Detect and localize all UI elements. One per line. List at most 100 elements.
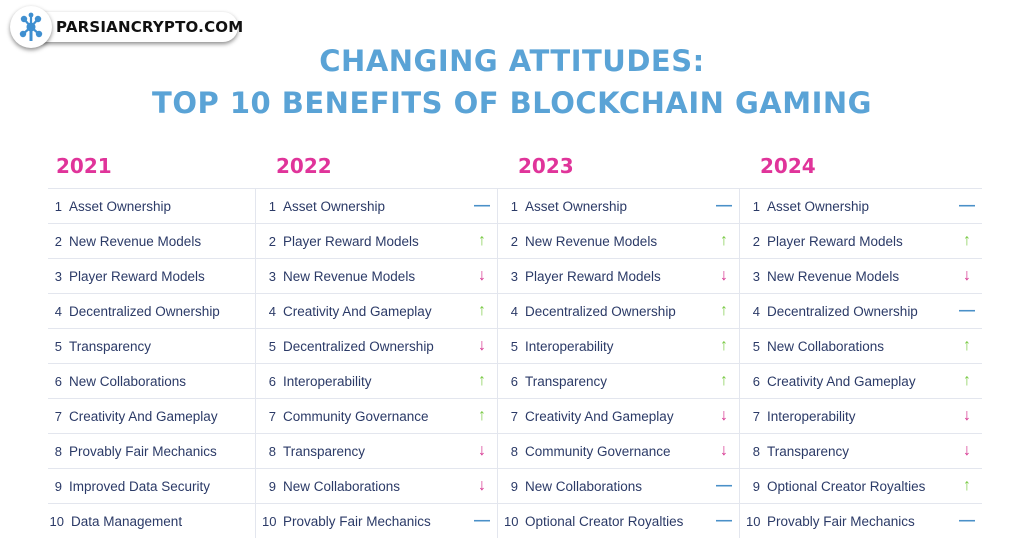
- benefit-label: Player Reward Models: [767, 233, 903, 249]
- ranking-row: 9 Improved Data Security: [48, 468, 255, 503]
- ranking-row: 4 Creativity And Gameplay ↑: [256, 293, 497, 328]
- ranking-row: 4 Decentralized Ownership ↑: [498, 293, 739, 328]
- ranking-row: 2 Player Reward Models ↑: [740, 223, 982, 258]
- benefit-label: Creativity And Gameplay: [283, 303, 432, 319]
- benefit-label: Transparency: [69, 338, 152, 354]
- benefit-label: New Revenue Models: [283, 268, 416, 284]
- rank-number: 1: [752, 198, 760, 214]
- ranking-row: 5 Decentralized Ownership ↓: [256, 328, 497, 363]
- dash-icon: —: [474, 512, 490, 529]
- rank-number: 4: [54, 303, 62, 319]
- benefit-label: Provably Fair Mechanics: [767, 513, 915, 529]
- ranking-row: 4 Decentralized Ownership: [48, 293, 255, 328]
- benefit-label: Community Governance: [525, 443, 671, 459]
- benefit-label: Decentralized Ownership: [767, 303, 918, 319]
- benefit-label: Transparency: [767, 443, 850, 459]
- ranking-row: 5 New Collaborations ↑: [740, 328, 982, 363]
- ranking-row: 1 Asset Ownership —: [256, 188, 497, 223]
- rank-number: 10: [504, 513, 519, 529]
- ranking-row: 6 Interoperability ↑: [256, 363, 497, 398]
- rank-number: 6: [752, 373, 760, 389]
- rank-number: 5: [510, 338, 518, 354]
- benefit-label: Asset Ownership: [767, 198, 870, 214]
- arrow-up-icon: ↑: [478, 232, 486, 249]
- ranking-row: 8 Transparency ↓: [256, 433, 497, 468]
- year-heading-2021: 2021: [56, 154, 112, 178]
- benefit-label: Creativity And Gameplay: [767, 373, 916, 389]
- rank-number: 9: [752, 478, 760, 494]
- dash-icon: —: [716, 512, 732, 529]
- arrow-down-icon: ↓: [720, 407, 728, 424]
- rank-number: 6: [510, 373, 518, 389]
- ranking-row: 10 Provably Fair Mechanics —: [740, 503, 982, 538]
- rank-number: 10: [49, 513, 64, 529]
- ranking-row: 6 New Collaborations: [48, 363, 255, 398]
- ranking-row: 10 Provably Fair Mechanics —: [256, 503, 497, 538]
- ranking-row: 5 Interoperability ↑: [498, 328, 739, 363]
- ranking-row: 2 New Revenue Models: [48, 223, 255, 258]
- benefit-label: Transparency: [525, 373, 608, 389]
- dash-icon: —: [474, 197, 490, 214]
- ranking-column-2024: 1 Asset Ownership — 2 Player Reward Models ↑ 3…: [739, 188, 982, 538]
- page-title-line-1: CHANGING ATTITUDES:: [319, 44, 705, 78]
- rank-number: 1: [510, 198, 518, 214]
- benefit-label: New Revenue Models: [525, 233, 658, 249]
- benefit-label: New Collaborations: [767, 338, 885, 354]
- logo-mark-icon: [10, 6, 52, 48]
- dash-icon: —: [959, 302, 975, 319]
- logo-text: PARSIANCRYPTO.COM: [56, 18, 244, 36]
- ranking-row: 8 Provably Fair Mechanics: [48, 433, 255, 468]
- ranking-row: 3 New Revenue Models ↓: [256, 258, 497, 293]
- benefit-label: Data Management: [71, 513, 183, 529]
- rank-number: 7: [752, 408, 760, 424]
- benefit-label: Player Reward Models: [283, 233, 419, 249]
- rank-number: 7: [510, 408, 518, 424]
- benefit-label: Community Governance: [283, 408, 429, 424]
- rank-number: 3: [510, 268, 518, 284]
- benefit-label: New Revenue Models: [767, 268, 900, 284]
- arrow-up-icon: ↑: [478, 302, 486, 319]
- logo-badge: PARSIANCRYPTO.COM: [28, 12, 243, 42]
- benefit-label: Asset Ownership: [69, 198, 172, 214]
- benefit-label: Decentralized Ownership: [525, 303, 676, 319]
- arrow-down-icon: ↓: [963, 267, 971, 284]
- ranking-row: 10 Data Management: [48, 503, 255, 538]
- benefit-label: Transparency: [283, 443, 366, 459]
- rank-number: 8: [510, 443, 518, 459]
- arrow-down-icon: ↓: [478, 267, 486, 284]
- rank-number: 2: [752, 233, 760, 249]
- ranking-row: 3 Player Reward Models: [48, 258, 255, 293]
- rank-number: 6: [54, 373, 62, 389]
- benefit-label: New Collaborations: [283, 478, 401, 494]
- benefit-label: Optional Creator Royalties: [525, 513, 684, 529]
- ranking-row: 2 Player Reward Models ↑: [256, 223, 497, 258]
- ranking-row: 10 Optional Creator Royalties —: [498, 503, 739, 538]
- rank-number: 3: [54, 268, 62, 284]
- benefit-label: Decentralized Ownership: [69, 303, 220, 319]
- benefit-label: Player Reward Models: [69, 268, 205, 284]
- brand-logo[interactable]: PARSIANCRYPTO.COM: [10, 6, 243, 48]
- ranking-row: 6 Transparency ↑: [498, 363, 739, 398]
- arrow-down-icon: ↓: [963, 407, 971, 424]
- ranking-row: 1 Asset Ownership —: [740, 188, 982, 223]
- arrow-down-icon: ↓: [478, 442, 486, 459]
- ranking-row: 7 Interoperability ↓: [740, 398, 982, 433]
- dash-icon: —: [716, 477, 732, 494]
- ranking-column-2022: 1 Asset Ownership — 2 Player Reward Models ↑ 3…: [255, 188, 497, 538]
- benefit-label: Interoperability: [525, 338, 614, 354]
- ranking-row: 9 Optional Creator Royalties ↑: [740, 468, 982, 503]
- rank-number: 9: [54, 478, 62, 494]
- arrow-up-icon: ↑: [963, 372, 971, 389]
- ranking-row: 7 Creativity And Gameplay ↓: [498, 398, 739, 433]
- rank-number: 1: [268, 198, 276, 214]
- rank-number: 9: [268, 478, 276, 494]
- arrow-up-icon: ↑: [478, 407, 486, 424]
- benefit-label: Asset Ownership: [283, 198, 386, 214]
- rank-number: 8: [54, 443, 62, 459]
- benefit-label: Creativity And Gameplay: [525, 408, 674, 424]
- benefit-label: New Collaborations: [525, 478, 643, 494]
- benefit-label: Interoperability: [767, 408, 856, 424]
- arrow-up-icon: ↑: [720, 372, 728, 389]
- dash-icon: —: [716, 197, 732, 214]
- ranking-row: 6 Creativity And Gameplay ↑: [740, 363, 982, 398]
